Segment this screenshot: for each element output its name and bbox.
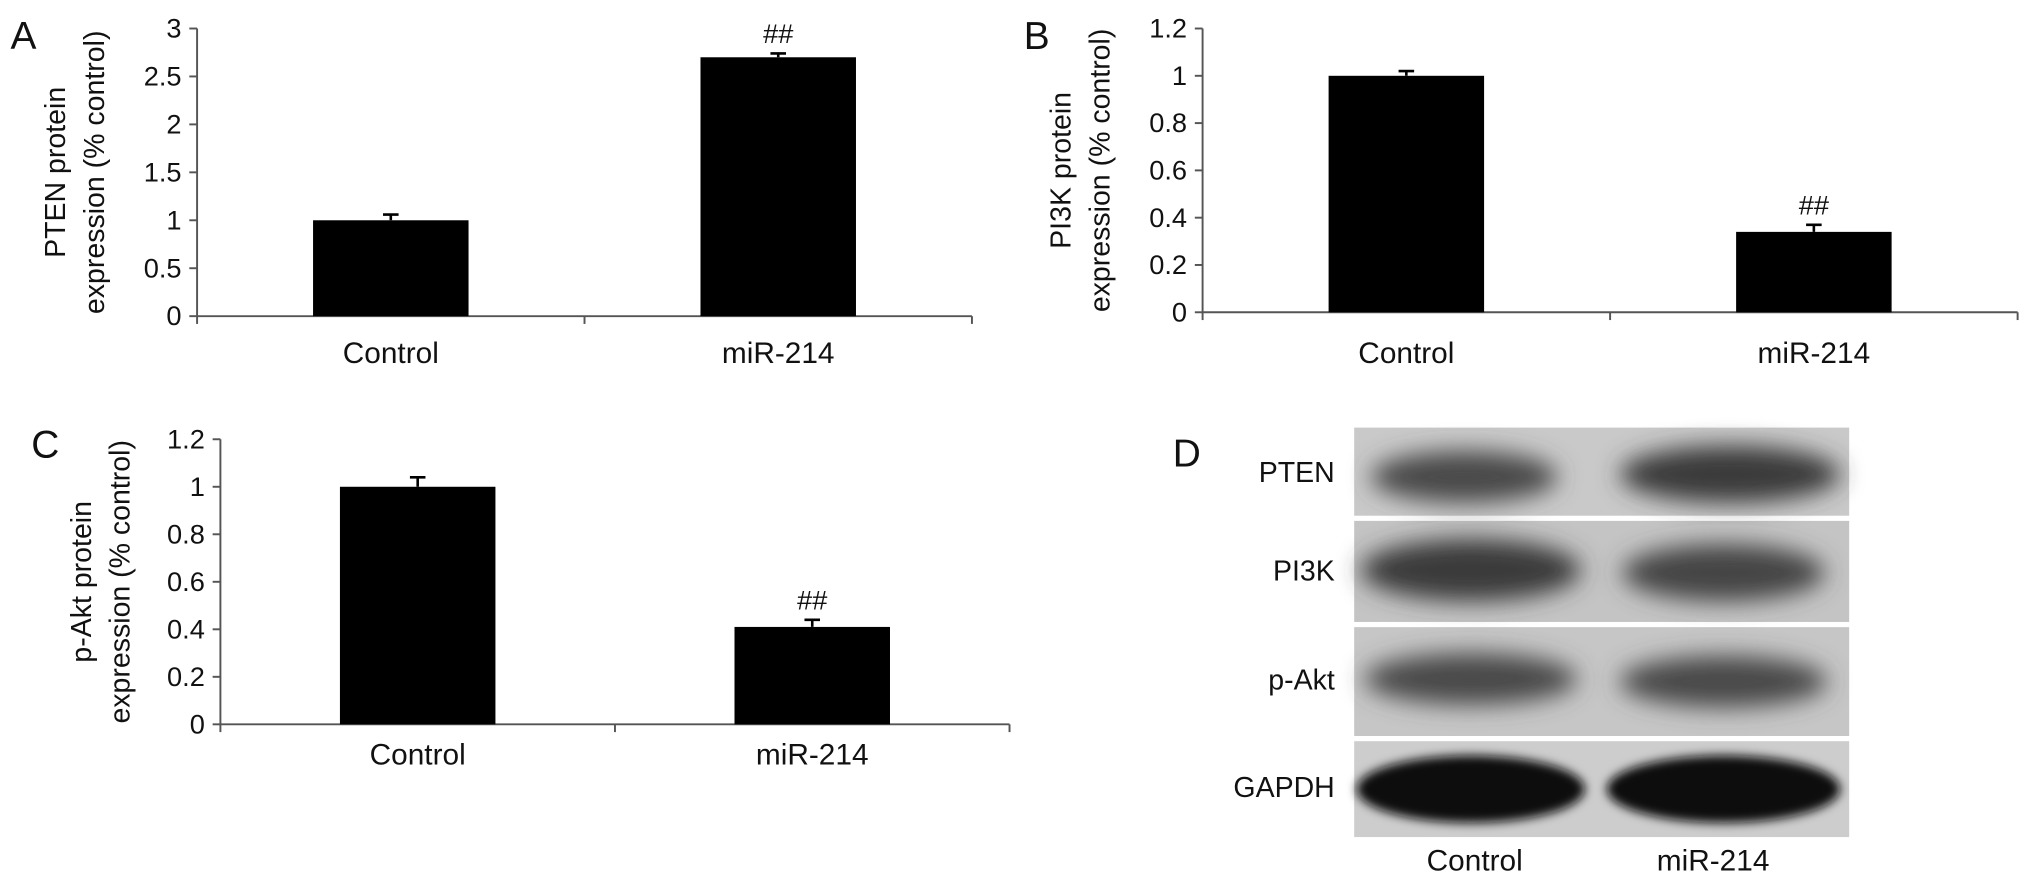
blot-column-label: miR-214 [1657,845,1770,878]
y-tick-label: 0 [190,708,205,739]
y-tick-label: 2 [166,108,181,139]
bar-chart: Cp-Akt protein expression (% control) 0 0.2… [31,423,1011,771]
bar [1736,231,1892,313]
y-tick-label: 0.8 [167,518,205,549]
error-bar [804,618,821,627]
bar [339,486,496,725]
significance-label: ## [763,18,793,49]
bar [700,57,856,317]
error-bar [409,475,426,487]
blot-band [1619,655,1828,708]
y-axis-label: expression (% control) [105,440,137,724]
blot-column-label: Control [1427,845,1523,878]
y-tick-label: 1.2 [1149,13,1187,44]
y-tick-label: 0.6 [1149,154,1187,185]
significance-label: ## [1799,189,1829,220]
y-tick-label: 2.5 [144,61,182,92]
y-tick-label: 1 [1172,60,1187,91]
bar-chart: B PI3K protein expression (% control) 0 0.2 0… [1024,13,2019,370]
bar [313,220,469,317]
y-tick-label: 1.2 [167,423,205,454]
blot-band [1606,755,1841,823]
x-tick-label: Control [1358,337,1454,370]
blot-band [1356,755,1585,823]
y-axis-label: PTEN protein [40,87,72,258]
significance-label: ## [797,584,827,615]
bar [734,626,890,725]
y-tick-label: 0.8 [1149,107,1187,138]
y-axis-label: PI3K protein [1045,92,1077,249]
x-tick-label: Control [343,337,439,370]
y-axis-label: expression (% control) [79,31,111,315]
panel-letter: C [31,423,59,466]
y-tick-label: 0.2 [167,661,205,692]
y-axis-label: p-Akt protein [66,501,98,663]
y-tick-label: 0.2 [1149,249,1187,280]
blot-band [1364,653,1578,705]
bar [1328,75,1485,313]
y-tick-label: 0.5 [144,252,182,283]
y-tick-label: 1.5 [144,156,182,187]
y-tick-label: 0.4 [1149,202,1187,233]
x-tick-label: miR-214 [756,738,869,771]
blot-row-label: PTEN [1259,457,1335,489]
x-tick-label: miR-214 [722,337,835,370]
y-tick-label: 0.6 [167,566,205,597]
y-tick-label: 1 [166,204,181,235]
panel-letter: A [10,15,36,58]
blot-band [1360,539,1581,602]
error-bar [1398,69,1415,76]
y-tick-label: 3 [166,13,181,44]
y-tick-label: 0 [1172,296,1187,327]
error-bar [1806,223,1822,232]
blot-band [1622,544,1825,602]
blot-band [1371,450,1558,503]
x-tick-label: Control [370,738,466,771]
panel-letter: D [1173,432,1201,475]
y-tick-label: 1 [190,471,205,502]
x-tick-label: miR-214 [1758,337,1871,370]
blot-row-label: PI3K [1273,555,1335,587]
error-bar [383,213,399,221]
panel-letter: B [1024,15,1050,58]
blot-row-label: GAPDH [1233,772,1334,804]
y-axis-label: expression (% control) [1084,29,1116,313]
blot-panel: D PTEN PI3K p-Akt GAPDH Control miR-214 [1173,427,1850,878]
blot-row-label: p-Akt [1268,664,1335,696]
blot-band [1619,445,1841,503]
error-bar [770,52,787,58]
y-tick-label: 0.4 [167,613,205,644]
y-tick-label: 0 [166,300,181,331]
